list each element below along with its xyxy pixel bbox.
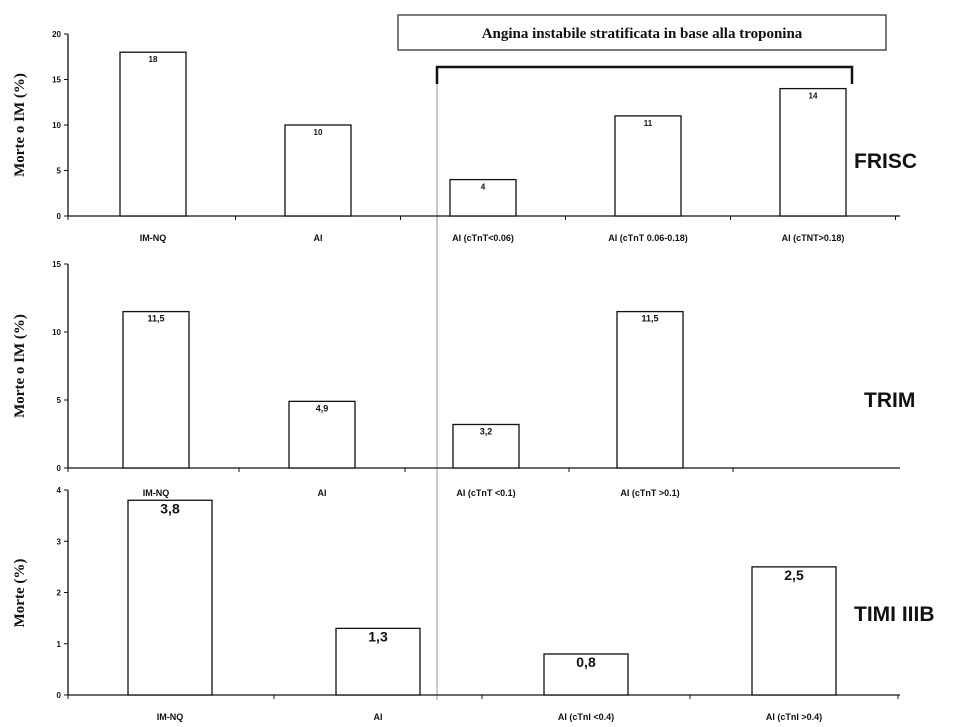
frisc-category-label: AI [314, 233, 323, 243]
timi-bar [751, 566, 837, 696]
timi-value-label: 3,8 [160, 500, 180, 516]
banner-text: Angina instabile stratificata in base al… [482, 26, 803, 42]
trim-y-tick-label: 0 [57, 464, 62, 473]
frisc-category-label: AI (cTNT>0.18) [782, 233, 845, 243]
trim-value-label: 4,9 [316, 403, 329, 413]
frisc-value-label: 4 [481, 183, 486, 192]
timi-bar [127, 499, 213, 696]
timi-category-label: AI (cTnI <0.4) [558, 712, 614, 722]
timi-study-label: TIMI IIIB [854, 603, 935, 626]
frisc-y-tick-label: 20 [52, 30, 61, 39]
timi-panel: Morte (%) TIMI IIIB 0 1 2 3 4 3,8 IM-NQ 1,3 AI 0,… [12, 486, 935, 722]
trim-value-label: 11,5 [147, 314, 164, 324]
frisc-bar [614, 115, 682, 217]
trim-value-label: 11,5 [641, 314, 658, 324]
trim-y-tick-label: 10 [52, 328, 61, 337]
banner-box [397, 14, 887, 51]
trim-study-label: TRIM [864, 389, 915, 412]
timi-y-tick-label: 2 [57, 589, 62, 598]
trim-y-tick-label: 5 [57, 396, 62, 405]
frisc-bar [779, 87, 847, 217]
trim-bar [288, 400, 356, 469]
timi-value-label: 1,3 [368, 628, 388, 644]
frisc-y-tick-label: 10 [52, 121, 61, 130]
bracket [435, 65, 854, 84]
timi-category-label: IM-NQ [157, 712, 184, 722]
frisc-panel: Morte o IM (%) FRISC 0 5 10 15 20 18 IM-NQ 10 AI… [12, 30, 917, 243]
trim-category-label: AI (cTnT >0.1) [620, 488, 679, 498]
timi-value-label: 2,5 [784, 567, 804, 583]
trim-panel: Morte o IM (%) TRIM 0 5 10 15 11,5 IM-NQ 4,9 AI… [12, 260, 915, 498]
timi-y-tick-label: 0 [57, 691, 62, 700]
frisc-y-tick-label: 15 [52, 76, 61, 85]
frisc-y-tick-label: 0 [57, 212, 62, 221]
banner: Angina instabile stratificata in base al… [397, 14, 887, 51]
timi-ylabel: Morte (%) [12, 559, 28, 628]
frisc-bar [284, 124, 352, 217]
trim-category-label: AI (cTnT <0.1) [456, 488, 515, 498]
frisc-category-label: AI (cTnT<0.06) [452, 233, 514, 243]
trim-category-label: AI [318, 488, 327, 498]
frisc-value-label: 18 [149, 55, 158, 64]
trim-bar [122, 310, 190, 469]
frisc-ylabel: Morte o IM (%) [12, 73, 28, 177]
trim-y-tick-label: 15 [52, 260, 61, 269]
timi-y-tick-label: 4 [57, 486, 62, 495]
frisc-value-label: 10 [314, 128, 323, 137]
frisc-bar [119, 51, 187, 217]
frisc-study-label: FRISC [854, 150, 917, 173]
timi-bar [335, 627, 421, 696]
frisc-y-tick-label: 5 [57, 167, 62, 176]
frisc-category-label: AI (cTnT 0.06-0.18) [608, 233, 688, 243]
timi-bar [543, 653, 629, 696]
timi-value-label: 0,8 [576, 654, 596, 670]
timi-category-label: AI [374, 712, 383, 722]
frisc-category-label: IM-NQ [140, 233, 167, 243]
timi-y-tick-label: 3 [57, 537, 62, 546]
timi-y-tick-label: 1 [57, 640, 62, 649]
frisc-bar [449, 178, 517, 217]
trim-bar [616, 310, 684, 469]
trim-category-label: IM-NQ [143, 488, 170, 498]
trim-value-label: 3,2 [480, 426, 493, 436]
trim-bar [452, 423, 520, 469]
frisc-value-label: 14 [809, 92, 818, 101]
trim-ylabel: Morte o IM (%) [12, 314, 28, 418]
timi-category-label: AI (cTnI >0.4) [766, 712, 822, 722]
frisc-value-label: 11 [644, 119, 653, 128]
